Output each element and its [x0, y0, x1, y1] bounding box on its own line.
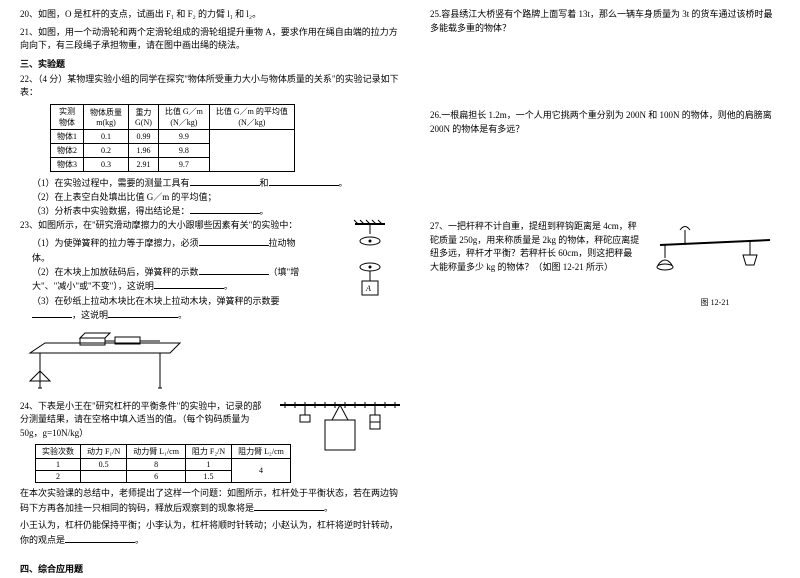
q26: 26.一根扁担长 1.2m，一个人用它挑两个重分别为 200N 和 100N 的… [430, 109, 780, 136]
q23-2: （2）在木块上加放砝码后，弹簧秤的示数（填"增大"、"减小"或"不变"），这说明… [32, 265, 310, 294]
q20: 20、如图，O 是杠杆的支点，试画出 F₁ 和 F₂ 的力臂 l₁ 和 l₂。 [20, 8, 400, 22]
section4: 四、综合应用题 [20, 562, 400, 575]
q24b: 在本次实验课的总结中，老师提出了这样一个问题：如图所示，杠杆处于平衡状态，若在两… [20, 487, 400, 515]
q22-3: （3）分析表中实验数据，得出结论是：。 [32, 204, 400, 218]
table2: 实验次数动力 F₁/N动力臂 L₁/cm阻力 F₂/N阻力臂 L₂/cm 10.… [35, 444, 291, 483]
svg-text:A: A [365, 284, 371, 293]
pulley-diagram: A [340, 219, 400, 309]
fig-label: 图 12-21 [650, 297, 780, 308]
q23-1: （1）为使弹簧秤的拉力等于摩擦力，必须拉动物体。 [32, 236, 310, 265]
steelyard-diagram [650, 220, 780, 295]
q24: 24、下表是小王在"研究杠杆的平衡条件"的实验中，记录的部分测量结果，请在空格中… [20, 400, 270, 441]
lever-diagram [270, 385, 410, 465]
q23-3: （3）在砂纸上拉动木块比在木块上拉动木块，弹簧秤的示数要，这说明。 [32, 294, 310, 323]
q22: 22、（4 分）某物理实验小组的同学在探究"物体所受重力大小与物体质量的关系"的… [20, 73, 400, 100]
table1: 实测物体物体质量m(kg)重力G(N)比值 G／m(N／kg)比值 G／m 的平… [50, 104, 295, 172]
q24c: 小王认为，杠杆仍能保持平衡；小李认为，杠杆将顺时针转动；小赵认为，杠杆将逆时针转… [20, 519, 400, 547]
q22-1: （1）在实验过程中，需要的测量工具有和。 [32, 176, 400, 190]
q23: 23、如图所示，在"研究滑动摩擦力的大小跟哪些因素有关"的实验中： [20, 219, 310, 233]
section3: 三、实验题 [20, 57, 400, 70]
q21: 21、如图，用一个动滑轮和两个定滑轮组成的滑轮组提升重物 A，要求作用在绳自由端… [20, 26, 400, 53]
q25: 25.容县绣江大桥竖有个路牌上面写着 13t，那么一辆车身质量为 3t 的货车通… [430, 8, 780, 35]
friction-table-diagram [20, 323, 200, 398]
q22-2: （2）在上表空白处填出比值 G／m 的平均值； [32, 190, 400, 204]
q27: 27、一把杆秤不计自重，提纽到秤钩距离是 4cm，秤砣质量 250g，用来称质量… [430, 220, 640, 274]
